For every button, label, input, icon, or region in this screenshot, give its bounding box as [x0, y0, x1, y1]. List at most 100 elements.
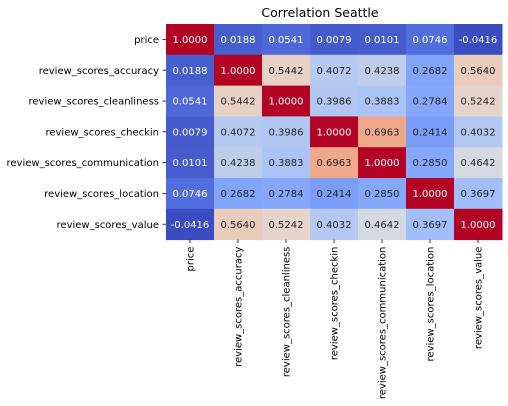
cell-value-1-4: 0.4238: [365, 66, 400, 77]
cell-value-4-0: 0.0101: [173, 158, 208, 169]
heatmap-cell-3-6: [454, 116, 503, 148]
heatmap-cell-6-0: [166, 208, 215, 241]
heatmap-cell-6-1: [214, 208, 263, 241]
heatmap-cell-3-1: [214, 116, 263, 148]
heatmap-cell-2-1: [214, 85, 263, 117]
heatmap-cell-2-2: [262, 85, 311, 117]
cell-value-3-6: 0.4032: [461, 127, 496, 138]
cell-value-4-4: 1.0000: [365, 158, 400, 169]
cell-value-3-1: 0.4072: [221, 127, 256, 138]
heatmap-cell-3-5: [406, 116, 455, 148]
heatmap-cell-0-6: [454, 24, 503, 56]
heatmap-cell-0-3: [310, 24, 359, 56]
row-label-2: review_scores_cleanliness: [28, 97, 159, 108]
heatmap-cell-1-0: [166, 54, 215, 87]
heatmap-cell-6-5: [406, 208, 455, 241]
heatmap-cell-1-2: [262, 54, 311, 87]
cell-value-6-5: 0.3697: [413, 220, 448, 231]
row-label-5: review_scores_location: [44, 189, 159, 200]
heatmap-cell-6-2: [262, 208, 311, 241]
row-label-3: review_scores_checkin: [45, 127, 159, 138]
cell-value-1-0: 0.0188: [173, 66, 208, 77]
cell-value-6-3: 0.4032: [317, 220, 352, 231]
heatmap-cell-5-4: [358, 178, 407, 210]
cell-value-6-2: 0.5242: [269, 220, 304, 231]
cell-value-2-6: 0.5242: [461, 97, 496, 108]
heatmap-cells: [166, 24, 503, 241]
heatmap-cell-3-3: [310, 116, 359, 148]
cell-value-0-3: 0.0079: [317, 35, 352, 46]
cell-value-3-0: 0.0079: [173, 127, 208, 138]
heatmap-cell-1-3: [310, 54, 359, 87]
cell-value-0-0: 1.0000: [173, 35, 208, 46]
cell-value-5-3: 0.2414: [317, 189, 352, 200]
column-label-3: review_scores_checkin: [330, 247, 341, 361]
row-tick-labels: price review_scores_accuracy review_scores…: [7, 35, 160, 231]
cell-value-2-4: 0.3883: [365, 97, 400, 108]
cell-value-5-4: 0.2850: [365, 189, 400, 200]
heatmap-cell-5-2: [262, 178, 311, 210]
heatmap-cell-5-1: [214, 178, 263, 210]
cell-value-5-0: 0.0746: [173, 189, 208, 200]
heatmap-cell-4-6: [454, 147, 503, 179]
column-label-0: price: [186, 247, 197, 272]
column-label-1: review_scores_accuracy: [234, 247, 245, 367]
cell-value-4-1: 0.4238: [221, 158, 256, 169]
heatmap-cell-5-0: [166, 178, 215, 210]
heatmap-cell-1-1: [214, 54, 263, 87]
heatmap-cell-4-0: [166, 147, 215, 179]
cell-value-3-3: 1.0000: [317, 127, 352, 138]
column-label-6: review_scores_value: [474, 247, 485, 349]
cell-value-0-6: -0.0416: [459, 35, 498, 46]
cell-value-1-5: 0.2682: [413, 66, 448, 77]
heatmap-cell-4-1: [214, 147, 263, 179]
cell-value-4-3: 0.6963: [317, 158, 352, 169]
column-label-5: review_scores_location: [426, 247, 437, 362]
heatmap-cell-2-4: [358, 85, 407, 117]
row-label-1: review_scores_accuracy: [39, 66, 159, 77]
heatmap-cell-3-0: [166, 116, 215, 148]
cell-value-0-5: 0.0746: [413, 35, 448, 46]
heatmap-cell-5-5: [406, 178, 455, 210]
cell-value-5-5: 1.0000: [413, 189, 448, 200]
row-label-0: price: [134, 35, 159, 46]
heatmap-cell-0-4: [358, 24, 407, 56]
heatmap-cell-1-5: [406, 54, 455, 87]
cell-value-6-1: 0.5640: [221, 220, 256, 231]
cell-value-5-6: 0.3697: [461, 189, 496, 200]
heatmap-cell-4-3: [310, 147, 359, 179]
cell-value-2-1: 0.5442: [221, 97, 256, 108]
heatmap-cell-3-4: [358, 116, 407, 148]
heatmap-cell-5-3: [310, 178, 359, 210]
heatmap-cell-0-0: [166, 24, 215, 56]
heatmap-cell-6-4: [358, 208, 407, 241]
column-label-2: review_scores_cleanliness: [282, 247, 293, 378]
heatmap-cell-3-2: [262, 116, 311, 148]
column-label-4: review_scores_communication: [378, 247, 389, 400]
row-label-6: review_scores_value: [57, 220, 159, 231]
cell-value-1-1: 1.0000: [221, 66, 256, 77]
cell-value-2-5: 0.2784: [413, 97, 448, 108]
heatmap-cell-4-5: [406, 147, 455, 179]
cell-value-1-6: 0.5640: [461, 66, 496, 77]
heatmap-cell-2-6: [454, 85, 503, 117]
cell-value-2-0: 0.0541: [173, 97, 208, 108]
cell-value-1-2: 0.5442: [269, 66, 304, 77]
heatmap-cell-4-2: [262, 147, 311, 179]
cell-value-3-2: 0.3986: [269, 127, 304, 138]
row-label-4: review_scores_communication: [7, 158, 160, 169]
heatmap-cell-0-1: [214, 24, 263, 56]
cell-value-4-6: 0.4642: [461, 158, 496, 169]
cell-value-6-4: 0.4642: [365, 220, 400, 231]
heatmap-cell-0-2: [262, 24, 311, 56]
column-tick-labels: price review_scores_accuracy review_scores…: [186, 247, 485, 400]
heatmap-cell-0-5: [406, 24, 455, 56]
cell-value-2-2: 1.0000: [269, 97, 304, 108]
axis-ticks: [162, 39, 479, 244]
cell-value-0-2: 0.0541: [269, 35, 304, 46]
heatmap-cell-5-6: [454, 178, 503, 210]
cell-value-3-4: 0.6963: [365, 127, 400, 138]
cell-value-0-4: 0.0101: [365, 35, 400, 46]
cell-value-5-2: 0.2784: [269, 189, 304, 200]
